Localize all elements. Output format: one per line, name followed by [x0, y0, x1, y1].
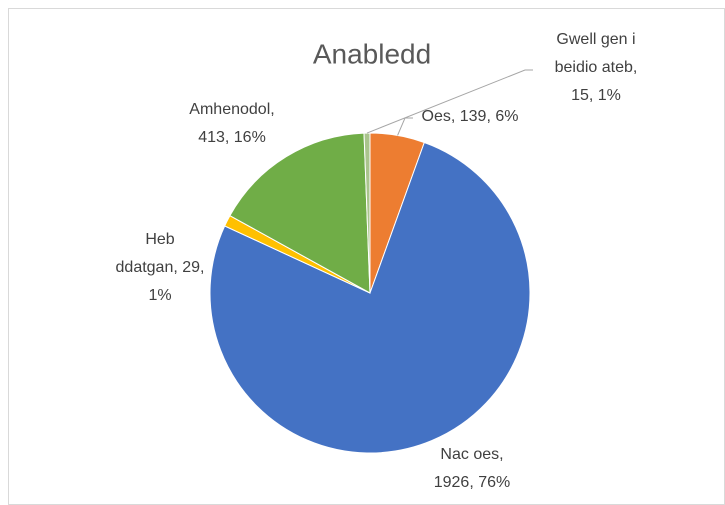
data-label: Gwell gen i beidio ateb, 15, 1%	[555, 31, 638, 104]
data-label-line: 1926, 76%	[434, 474, 511, 491]
pie-slice	[229, 132, 371, 294]
data-label: Nac oes, 1926, 76%	[434, 446, 511, 491]
data-label-line: ddatgan, 29,	[116, 259, 205, 276]
data-label-line: 15, 1%	[571, 87, 621, 104]
data-label: Oes, 139, 6%	[422, 108, 519, 125]
leader-line	[366, 69, 533, 134]
data-label-line: Nac oes,	[440, 446, 503, 463]
data-label-line: Gwell gen i	[556, 31, 635, 48]
data-label-line: 413, 16%	[198, 129, 266, 146]
data-label-line: beidio ateb,	[555, 59, 638, 76]
data-label-line: Amhenodol,	[189, 101, 274, 118]
chart-title: Anabledd	[313, 38, 431, 69]
data-label-line: Oes, 139, 6%	[422, 108, 519, 125]
pie-slice	[209, 141, 531, 454]
data-label-line: 1%	[148, 287, 171, 304]
data-label: Amhenodol, 413, 16%	[189, 101, 274, 146]
pie-slice	[363, 132, 371, 294]
data-label: Heb ddatgan, 29, 1%	[116, 231, 205, 304]
data-label-line: Heb	[145, 231, 174, 248]
